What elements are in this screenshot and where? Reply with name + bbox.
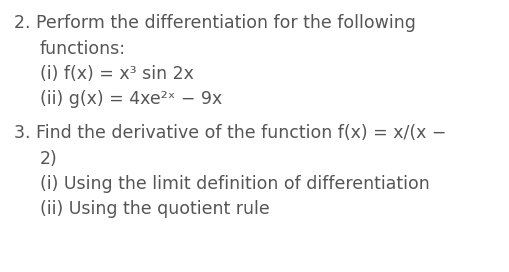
Text: (i) Using the limit definition of differentiation: (i) Using the limit definition of differ… [40,175,430,193]
Text: (ii) Using the quotient rule: (ii) Using the quotient rule [40,200,270,218]
Text: 2): 2) [40,150,58,168]
Text: (i) f(x) = x³ sin 2x: (i) f(x) = x³ sin 2x [40,65,194,83]
Text: 2. Perform the differentiation for the following: 2. Perform the differentiation for the f… [14,14,416,32]
Text: functions:: functions: [40,40,126,58]
Text: (ii) g(x) = 4xe²ˣ − 9x: (ii) g(x) = 4xe²ˣ − 9x [40,90,222,108]
Text: 3. Find the derivative of the function f(x) = x/(x −: 3. Find the derivative of the function f… [14,124,446,142]
